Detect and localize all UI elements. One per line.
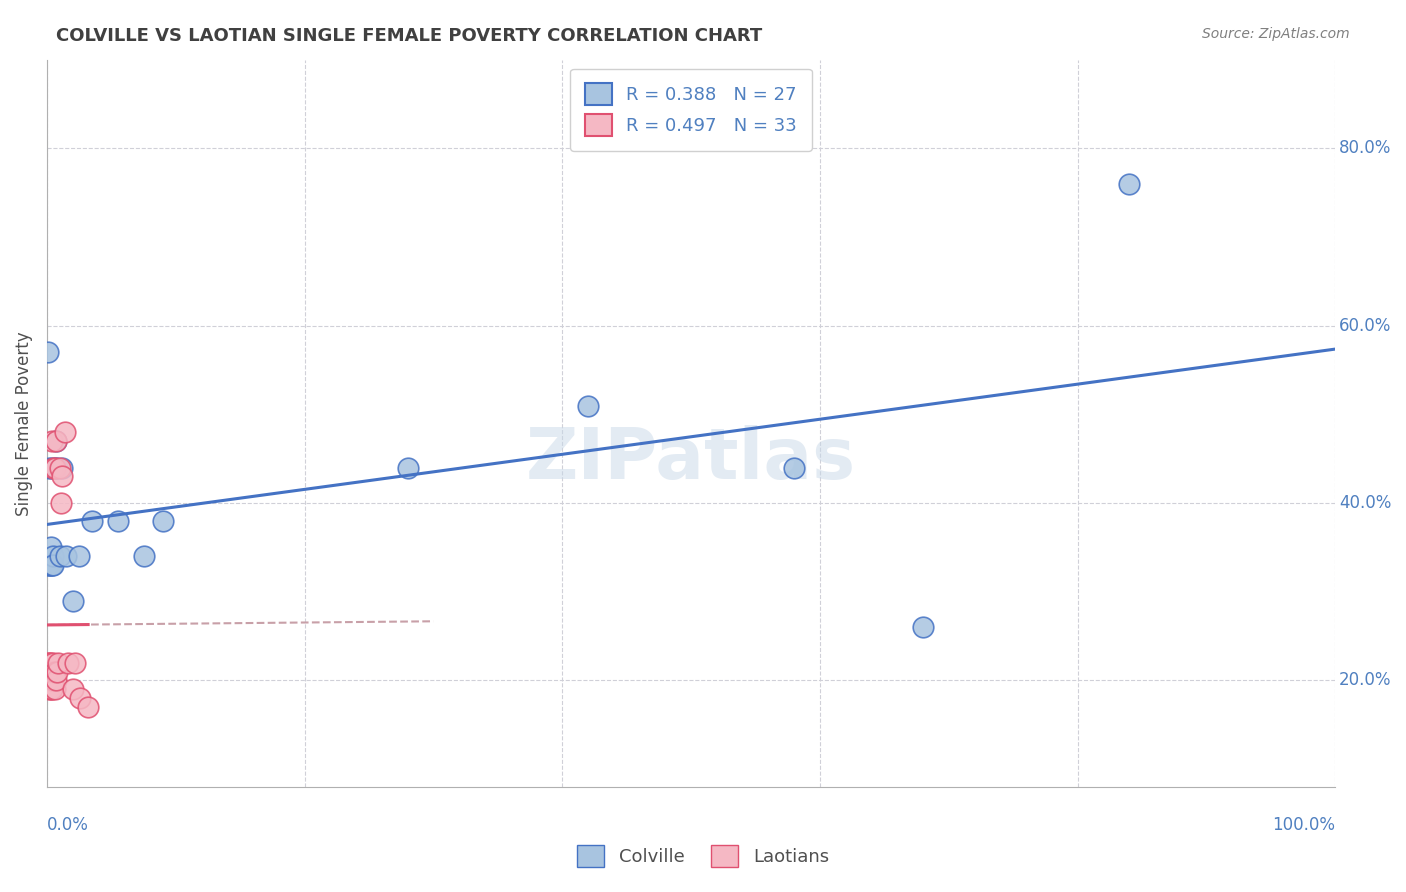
Point — [39, 673, 62, 688]
Point — [62, 593, 84, 607]
Point — [49, 460, 72, 475]
Point — [42, 558, 65, 573]
Point — [42, 460, 65, 475]
Point — [45, 434, 67, 448]
Point — [42, 549, 65, 564]
Y-axis label: Single Female Poverty: Single Female Poverty — [15, 331, 32, 516]
Point — [65, 656, 87, 670]
Point — [39, 541, 62, 555]
Legend: Colville, Laotians: Colville, Laotians — [569, 838, 837, 874]
Point — [38, 460, 60, 475]
Point — [45, 673, 67, 688]
Point — [80, 514, 103, 528]
Point — [396, 460, 419, 475]
Point — [911, 620, 934, 634]
Point — [51, 460, 73, 475]
Point — [49, 549, 72, 564]
Legend: R = 0.388   N = 27, R = 0.497   N = 33: R = 0.388 N = 27, R = 0.497 N = 33 — [571, 69, 811, 151]
Text: 100.0%: 100.0% — [1272, 816, 1336, 834]
Text: COLVILLE VS LAOTIAN SINGLE FEMALE POVERTY CORRELATION CHART: COLVILLE VS LAOTIAN SINGLE FEMALE POVERT… — [56, 27, 762, 45]
Point — [55, 549, 77, 564]
Point — [46, 460, 69, 475]
Point — [44, 665, 66, 679]
Text: 80.0%: 80.0% — [1339, 139, 1392, 157]
Point — [576, 399, 599, 413]
Point — [38, 682, 60, 697]
Point — [44, 460, 66, 475]
Text: 20.0%: 20.0% — [1339, 672, 1392, 690]
Text: 60.0%: 60.0% — [1339, 317, 1392, 334]
Point — [41, 665, 63, 679]
Point — [41, 460, 63, 475]
Point — [37, 656, 59, 670]
Point — [49, 496, 72, 510]
Point — [45, 434, 67, 448]
Text: Source: ZipAtlas.com: Source: ZipAtlas.com — [1202, 27, 1350, 41]
Point — [38, 673, 60, 688]
Point — [42, 673, 65, 688]
Point — [107, 514, 129, 528]
Point — [132, 549, 155, 564]
Point — [38, 558, 60, 573]
Text: 40.0%: 40.0% — [1339, 494, 1392, 512]
Point — [39, 665, 62, 679]
Point — [48, 656, 70, 670]
Point — [44, 682, 66, 697]
Point — [77, 700, 100, 714]
Point — [39, 682, 62, 697]
Point — [69, 691, 91, 706]
Point — [38, 665, 60, 679]
Point — [38, 656, 60, 670]
Point — [37, 673, 59, 688]
Point — [37, 345, 59, 359]
Text: 0.0%: 0.0% — [46, 816, 89, 834]
Point — [56, 656, 79, 670]
Point — [41, 434, 63, 448]
Point — [39, 656, 62, 670]
Point — [1118, 177, 1140, 191]
Point — [39, 558, 62, 573]
Point — [62, 682, 84, 697]
Point — [46, 665, 69, 679]
Point — [44, 460, 66, 475]
Point — [51, 469, 73, 483]
Point — [37, 665, 59, 679]
Point — [42, 656, 65, 670]
Point — [41, 558, 63, 573]
Point — [41, 682, 63, 697]
Point — [152, 514, 174, 528]
Point — [67, 549, 90, 564]
Point — [37, 558, 59, 573]
Text: ZIPatlas: ZIPatlas — [526, 425, 856, 494]
Point — [53, 425, 76, 439]
Point — [783, 460, 806, 475]
